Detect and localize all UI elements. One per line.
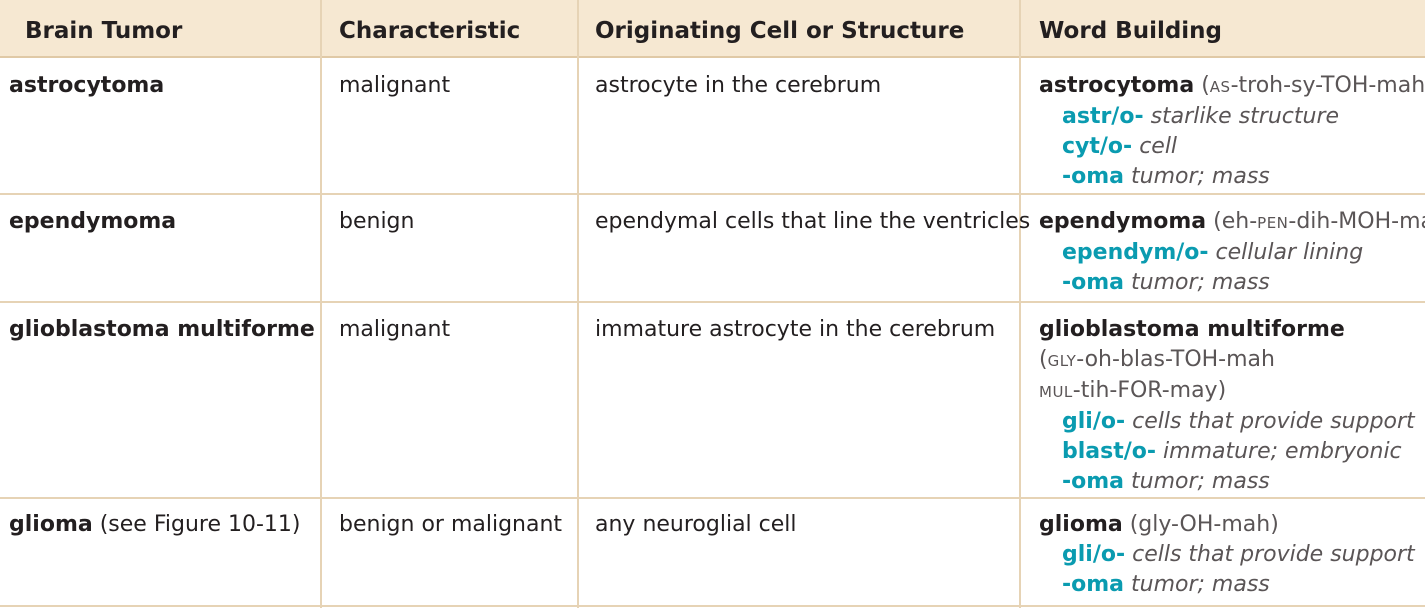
pronunciation-line: (GLY-oh-blas-TOH-mah: [1039, 347, 1275, 372]
word-building-cell: glioblastoma multiforme (GLY-oh-blas-TOH…: [1039, 315, 1415, 497]
word-part: blast/o- immature; embryonic: [1062, 439, 1402, 464]
row-divider: [0, 193, 1425, 195]
term-line: glioma (gly-OH-mah): [1039, 512, 1279, 537]
word-building-cell: glioma (gly-OH-mah) gli/o- cells that pr…: [1039, 510, 1415, 600]
characteristic-cell: benign: [339, 209, 415, 234]
tumor-name: astrocytoma: [9, 73, 165, 98]
figure-reference: (see Figure 10-11): [92, 512, 301, 537]
header-brain-tumor: Brain Tumor: [25, 18, 183, 44]
tumor-name: glioblastoma multiforme: [9, 317, 315, 342]
tumor-name: glioma (see Figure 10-11): [9, 512, 301, 537]
word-part: -oma tumor; mass: [1062, 270, 1270, 295]
term-line: astrocytoma (AS-troh-sy-TOH-mah): [1039, 73, 1425, 98]
column-divider: [577, 0, 579, 608]
term-line: ependymoma (eh-PEN-dih-MOH-mah): [1039, 209, 1425, 234]
origin-cell: ependymal cells that line the ventricles: [595, 209, 1031, 234]
word-part: gli/o- cells that provide support: [1062, 542, 1415, 567]
pronunciation-line: MUL-tih-FOR-may): [1039, 378, 1227, 403]
word-part: ependym/o- cellular lining: [1062, 240, 1364, 265]
characteristic-cell: malignant: [339, 317, 451, 342]
row-divider: [0, 301, 1425, 303]
column-divider: [1019, 0, 1021, 608]
word-part: astr/o- starlike structure: [1062, 104, 1340, 129]
origin-cell: any neuroglial cell: [595, 512, 797, 537]
word-building-cell: astrocytoma (AS-troh-sy-TOH-mah) astr/o-…: [1039, 71, 1425, 192]
characteristic-cell: benign or malignant: [339, 512, 563, 537]
tumor-name: ependymoma: [9, 209, 177, 234]
word-part: -oma tumor; mass: [1062, 469, 1270, 494]
word-part: gli/o- cells that provide support: [1062, 409, 1415, 434]
header-originating-cell: Originating Cell or Structure: [595, 18, 965, 44]
header-word-building: Word Building: [1039, 18, 1223, 44]
origin-cell: astrocyte in the cerebrum: [595, 73, 882, 98]
word-part: -oma tumor; mass: [1062, 572, 1270, 597]
header-characteristic: Characteristic: [339, 18, 521, 44]
word-part: -oma tumor; mass: [1062, 164, 1270, 189]
row-divider: [0, 497, 1425, 499]
word-building-cell: ependymoma (eh-PEN-dih-MOH-mah) ependym/…: [1039, 207, 1425, 298]
column-divider: [320, 0, 322, 608]
row-divider: [0, 605, 1425, 607]
term-line: glioblastoma multiforme: [1039, 317, 1345, 342]
table-header: Brain Tumor Characteristic Originating C…: [0, 0, 1425, 58]
origin-cell: immature astrocyte in the cerebrum: [595, 317, 996, 342]
word-part: cyt/o- cell: [1062, 134, 1178, 159]
characteristic-cell: malignant: [339, 73, 451, 98]
